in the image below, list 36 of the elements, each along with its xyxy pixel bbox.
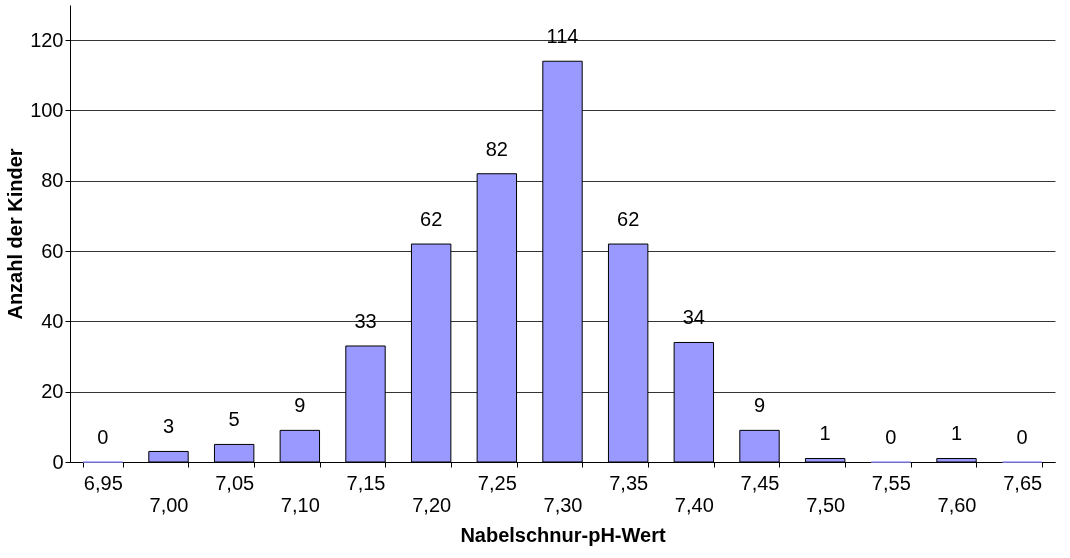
x-tick-label: 7,05: [215, 471, 255, 494]
data-label: 9: [294, 394, 306, 417]
x-tick-label: 6,95: [83, 471, 123, 494]
y-tick-label: 0: [52, 450, 64, 473]
x-axis-title: Nabelschnur-pH-Wert: [460, 523, 666, 546]
x-tick-label: 7,45: [740, 471, 780, 494]
x-tick-label: 7,55: [871, 471, 911, 494]
data-label: 5: [228, 408, 240, 431]
y-tick-label: 60: [41, 239, 64, 262]
x-tick-label: 7,35: [609, 471, 649, 494]
data-label: 62: [617, 208, 640, 231]
y-tick-label: 40: [41, 309, 64, 332]
y-tick-label: 100: [30, 98, 64, 121]
data-label: 62: [420, 208, 443, 231]
data-label: 1: [819, 422, 831, 445]
x-tick-label: 7,50: [806, 493, 846, 516]
y-tick-label: 80: [41, 169, 64, 192]
x-tick-label: 7,20: [412, 493, 452, 516]
x-tick-label: 7,30: [543, 493, 583, 516]
x-tick-label: 7,65: [1003, 471, 1043, 494]
data-label: 0: [885, 426, 897, 448]
data-label: 3: [162, 415, 175, 438]
y-tick-label: 120: [30, 28, 64, 51]
x-tick-label: 7,60: [937, 493, 977, 516]
y-axis-title: Anzahl der Kinder: [4, 148, 27, 320]
x-tick-label: 7,25: [477, 471, 517, 494]
x-tick-label: 7,40: [674, 493, 714, 516]
data-label: 9: [753, 394, 766, 417]
y-tick-label: 20: [41, 380, 64, 403]
x-tick-label: 7,10: [280, 493, 320, 516]
x-tick-label: 7,00: [149, 493, 189, 516]
data-label: 1: [950, 422, 963, 445]
data-label: 82: [485, 137, 508, 160]
x-tick-label: 7,15: [346, 471, 386, 494]
data-label: 0: [97, 426, 109, 448]
data-label: 0: [1016, 426, 1028, 448]
